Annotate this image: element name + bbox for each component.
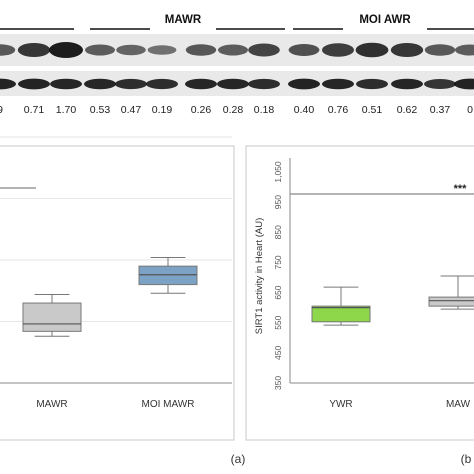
blot-ratio-label: 0.51	[362, 104, 383, 116]
category-label-ywr: YWR	[329, 399, 352, 410]
panel-caption-b: (b	[461, 452, 472, 466]
blot-band-lower	[185, 78, 217, 90]
blot-band-upper	[322, 43, 354, 57]
category-label-mawr: MAWR	[36, 399, 67, 410]
group-label-bg-moi-awr	[343, 16, 427, 36]
blot-band-upper	[390, 43, 424, 57]
blot-ratio-label: 0.26	[191, 104, 212, 116]
blot-ratio-label: 0	[467, 104, 473, 116]
blot-ratio-label: 0.53	[90, 104, 111, 116]
blot-band-upper	[49, 42, 83, 58]
blot-band-lower	[18, 78, 50, 90]
group-label-moi-awr: MOI AWR	[359, 14, 411, 26]
blot-band-upper	[185, 44, 217, 56]
blot-band-lower	[217, 78, 249, 90]
upper-band-row	[0, 42, 474, 58]
blot-ratio-label: 0.18	[254, 104, 275, 116]
blot-ratio-label: 0.71	[24, 104, 45, 116]
blot-band-lower	[391, 78, 423, 90]
blot-band-lower	[0, 78, 16, 90]
ytick-label: 750	[273, 255, 283, 269]
blot-ratio-label: 0.37	[430, 104, 451, 116]
ytick-label: 1,050	[273, 161, 283, 183]
blot-band-lower	[50, 78, 82, 90]
panel-left-frame	[0, 145, 235, 441]
blot-ratio-label: 0.76	[328, 104, 349, 116]
blot-band-upper	[455, 44, 474, 56]
panel-caption-a: (a)	[231, 452, 246, 466]
box-plot	[428, 275, 474, 310]
panel-left: MAWR MOI MAWR (a)	[0, 136, 246, 466]
blot-ratio-label: 0.40	[294, 104, 315, 116]
blot-band-lower	[146, 78, 178, 90]
box-iqr	[311, 305, 371, 323]
blot-band-lower	[248, 78, 280, 90]
blot-band-upper	[288, 44, 320, 56]
blot-band-lower	[115, 78, 147, 90]
blot-band-lower	[454, 78, 474, 90]
blot-ratio-label: 0.19	[152, 104, 173, 116]
ytick-label: 850	[273, 225, 283, 239]
blot-ratio-label: 0.47	[121, 104, 142, 116]
blot-band-upper	[218, 44, 248, 56]
box-plot	[311, 286, 371, 326]
group-label-mawr: MAWR	[165, 14, 202, 26]
blot-band-lower	[288, 78, 320, 90]
blot-band-lower	[84, 78, 116, 90]
box-plot	[22, 293, 82, 337]
panel-left-boxes	[22, 257, 198, 337]
western-blot: MAWR MOI AWR 9 0.71 1.70 0.53 0.47 0.19 0.26 0.…	[0, 14, 474, 116]
ytick-label: 650	[273, 285, 283, 299]
significance-label: ***	[454, 183, 468, 195]
box-iqr	[428, 296, 474, 307]
blot-band-upper	[17, 43, 51, 57]
blot-band-upper	[0, 44, 16, 56]
ytick-label: 550	[273, 315, 283, 329]
ytick-label: 950	[273, 195, 283, 209]
panel-right: SIRT1 activity in Heart (AU) 1,050 950 850…	[245, 145, 474, 466]
category-label-moi-mawr: MOI MAWR	[142, 399, 195, 410]
blot-band-lower	[424, 79, 456, 89]
ytick-label: 350	[273, 376, 283, 390]
panel-right-ytick-labels: 1,050 950 850 750 650 550 450 350	[273, 161, 283, 390]
blot-band-upper	[116, 44, 146, 56]
blot-band-upper	[248, 43, 280, 57]
blot-ratio-label: 0.28	[223, 104, 244, 116]
blot-ratio-label: 9	[0, 104, 3, 116]
blot-band-upper	[85, 44, 115, 56]
blot-band-upper	[147, 45, 177, 55]
box-plot	[138, 257, 198, 294]
y-axis-label: SIRT1 activity in Heart (AU)	[254, 218, 265, 335]
box-iqr	[22, 302, 82, 332]
box-iqr	[138, 265, 198, 286]
blot-band-upper	[355, 42, 389, 58]
ratio-label-row: 9 0.71 1.70 0.53 0.47 0.19 0.26 0.28 0.18 0.40 0.7…	[0, 104, 473, 116]
panel-left-grid	[0, 136, 232, 322]
ytick-label: 450	[273, 345, 283, 359]
lower-band-row	[0, 78, 474, 90]
panel-right-boxes	[311, 275, 474, 326]
category-label-maw: MAW	[446, 399, 471, 410]
group-label-bg-mawr	[150, 16, 216, 36]
blot-ratio-label: 0.62	[397, 104, 418, 116]
blot-band-lower	[356, 78, 388, 90]
panel-right-frame	[245, 145, 474, 441]
blot-ratio-label: 1.70	[56, 104, 77, 116]
blot-band-lower	[322, 78, 354, 90]
blot-band-upper	[424, 44, 456, 56]
